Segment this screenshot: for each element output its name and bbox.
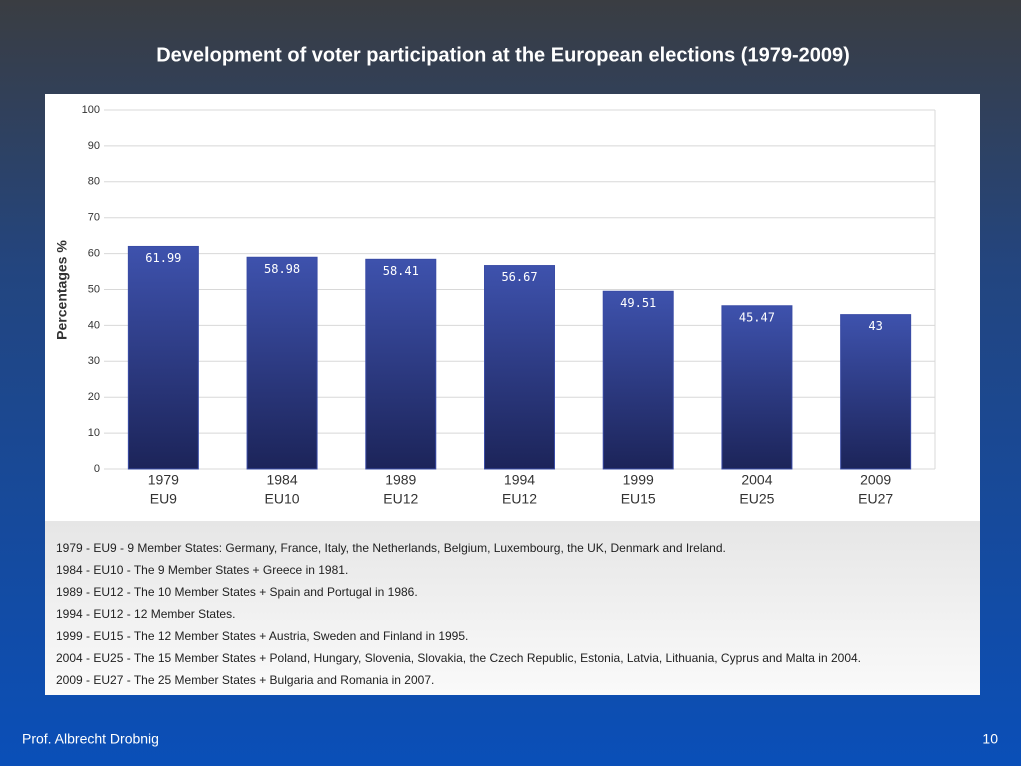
- x-tick-label: EU25: [739, 491, 774, 507]
- x-tick-label: 1989: [385, 472, 416, 488]
- x-tick-label: EU10: [265, 491, 300, 507]
- y-tick-label: 60: [88, 248, 100, 260]
- y-tick-label: 0: [94, 463, 100, 475]
- y-tick-label: 50: [88, 283, 100, 295]
- x-tick-label: 1999: [623, 472, 654, 488]
- note-line: 1994 - EU12 - 12 Member States.: [56, 607, 235, 621]
- note-line: 1999 - EU15 - The 12 Member States + Aus…: [56, 629, 468, 643]
- note-line: 2004 - EU25 - The 15 Member States + Pol…: [56, 651, 861, 665]
- x-tick-label: 1984: [266, 472, 297, 488]
- bar: [246, 256, 318, 470]
- x-tick-label: 1994: [504, 472, 535, 488]
- bar: [484, 265, 555, 470]
- bar: [602, 290, 674, 470]
- footer-author: Prof. Albrecht Drobnig: [22, 731, 159, 747]
- note-line: 1979 - EU9 - 9 Member States: Germany, F…: [56, 541, 726, 555]
- y-tick-label: 10: [88, 427, 100, 439]
- x-tick-label: EU12: [502, 491, 537, 507]
- note-line: 2009 - EU27 - The 25 Member States + Bul…: [56, 673, 434, 687]
- page-number: 10: [982, 731, 998, 747]
- x-tick-label: EU15: [621, 491, 656, 507]
- value-label: 49.51: [620, 296, 656, 310]
- value-label: 58.41: [383, 264, 419, 278]
- value-label: 56.67: [501, 270, 537, 284]
- y-tick-label: 20: [88, 391, 100, 403]
- x-tick-label: 1979: [148, 472, 179, 488]
- notes-panel: [45, 521, 980, 695]
- x-tick-label: EU12: [383, 491, 418, 507]
- value-label: 43: [868, 319, 882, 333]
- x-tick-label: EU27: [858, 491, 893, 507]
- y-tick-label: 90: [88, 140, 100, 152]
- y-tick-label: 100: [82, 104, 100, 116]
- y-tick-label: 80: [88, 176, 100, 188]
- bar: [840, 314, 912, 470]
- y-tick-label: 30: [88, 355, 100, 367]
- value-label: 61.99: [145, 251, 181, 265]
- note-line: 1984 - EU10 - The 9 Member States + Gree…: [56, 563, 348, 577]
- bar: [365, 258, 437, 470]
- y-axis-label: Percentages %: [54, 240, 70, 340]
- value-label: 58.98: [264, 262, 300, 276]
- x-tick-label: EU9: [150, 491, 177, 507]
- value-label: 45.47: [739, 310, 775, 324]
- y-tick-label: 70: [88, 212, 100, 224]
- bar: [127, 245, 199, 470]
- note-line: 1989 - EU12 - The 10 Member States + Spa…: [56, 585, 418, 599]
- bar: [721, 305, 793, 470]
- chart-title: Development of voter participation at th…: [156, 44, 850, 66]
- y-tick-label: 40: [88, 319, 100, 331]
- x-tick-label: 2004: [741, 472, 772, 488]
- x-tick-label: 2009: [860, 472, 891, 488]
